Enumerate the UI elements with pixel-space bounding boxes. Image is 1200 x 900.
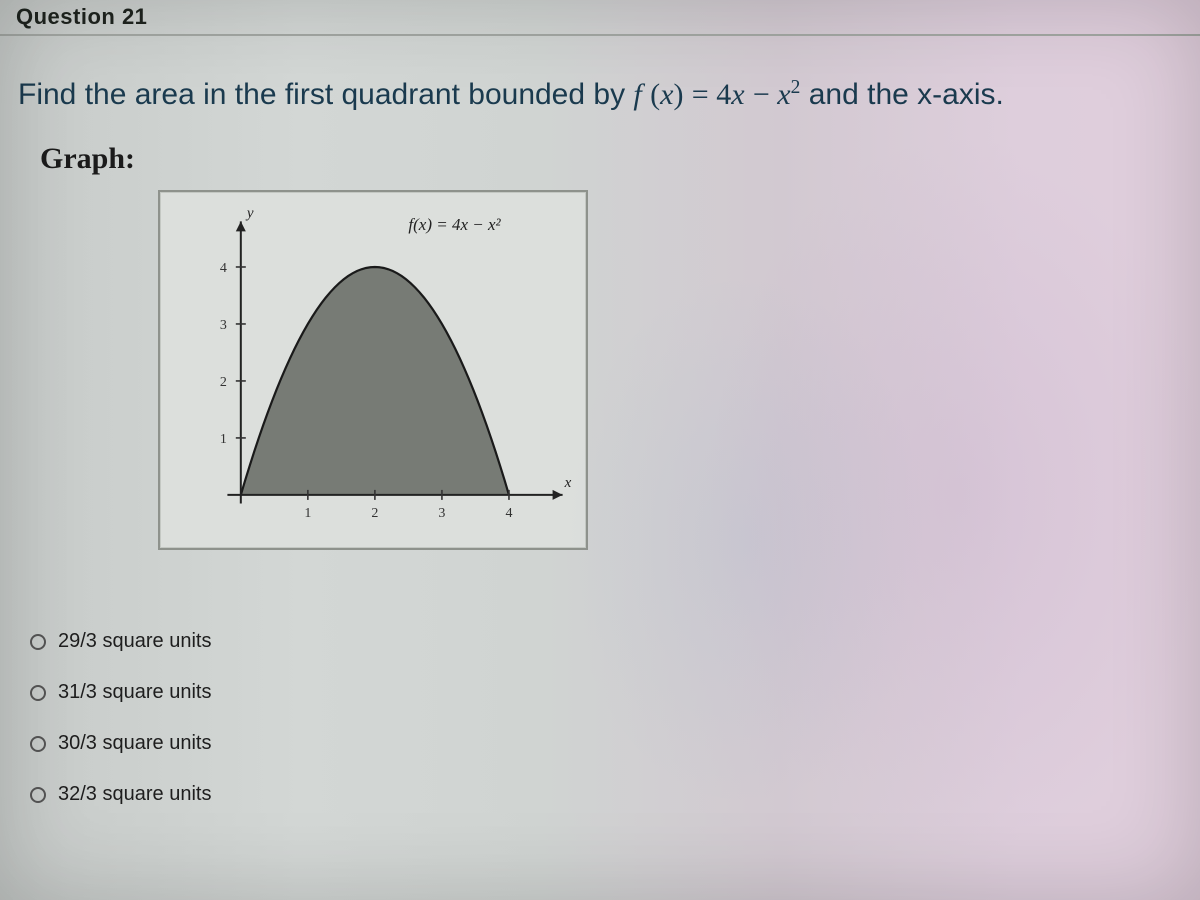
answer-option-d[interactable]: 32/3 square units bbox=[30, 783, 211, 806]
rhs-coeff: 4 bbox=[716, 78, 731, 111]
radio-icon bbox=[30, 736, 46, 752]
answer-label: 30/3 square units bbox=[58, 732, 211, 755]
radio-icon bbox=[30, 787, 46, 803]
graph-heading: Graph: bbox=[40, 142, 135, 176]
rhs-x1: x bbox=[731, 78, 744, 111]
radio-icon bbox=[30, 685, 46, 701]
question-prompt: Find the area in the first quadrant boun… bbox=[18, 78, 1196, 112]
divider bbox=[0, 34, 1200, 36]
svg-text:f(x) = 4x − x²: f(x) = 4x − x² bbox=[408, 215, 501, 234]
function-arg: x bbox=[660, 78, 673, 111]
rhs-exp: 2 bbox=[791, 77, 801, 98]
rhs-x2: x bbox=[777, 78, 790, 111]
svg-text:y: y bbox=[245, 205, 254, 221]
graph-svg: 1 2 3 4 1 2 3 4 y x f(x) = 4x − x² bbox=[160, 192, 586, 548]
answer-label: 29/3 square units bbox=[58, 630, 211, 653]
open-paren: ( bbox=[650, 78, 660, 111]
question-number-cut: Question 21 bbox=[16, 4, 147, 30]
minus: − bbox=[753, 78, 777, 111]
question-suffix: and the x-axis. bbox=[809, 78, 1004, 111]
answer-label: 31/3 square units bbox=[58, 681, 211, 704]
answer-option-b[interactable]: 31/3 square units bbox=[30, 681, 211, 704]
svg-text:x: x bbox=[564, 475, 572, 491]
svg-text:1: 1 bbox=[220, 432, 227, 447]
question-page: Question 21 Find the area in the first q… bbox=[0, 0, 1200, 900]
question-prefix: Find the area in the first quadrant boun… bbox=[18, 78, 633, 111]
svg-text:4: 4 bbox=[220, 261, 227, 276]
radio-icon bbox=[30, 634, 46, 650]
svg-text:3: 3 bbox=[220, 318, 227, 333]
svg-text:2: 2 bbox=[220, 375, 227, 390]
answer-option-a[interactable]: 29/3 square units bbox=[30, 630, 211, 653]
svg-text:1: 1 bbox=[304, 506, 311, 521]
answer-choices: 29/3 square units 31/3 square units 30/3… bbox=[30, 602, 211, 834]
function-name: f bbox=[633, 78, 641, 111]
equals: = bbox=[692, 78, 716, 111]
answer-label: 32/3 square units bbox=[58, 783, 211, 806]
svg-text:2: 2 bbox=[371, 506, 378, 521]
svg-text:4: 4 bbox=[505, 506, 512, 521]
answer-option-c[interactable]: 30/3 square units bbox=[30, 732, 211, 755]
close-paren: ) bbox=[673, 78, 683, 111]
graph-panel: 1 2 3 4 1 2 3 4 y x f(x) = 4x − x² bbox=[158, 190, 588, 550]
svg-text:3: 3 bbox=[438, 506, 445, 521]
